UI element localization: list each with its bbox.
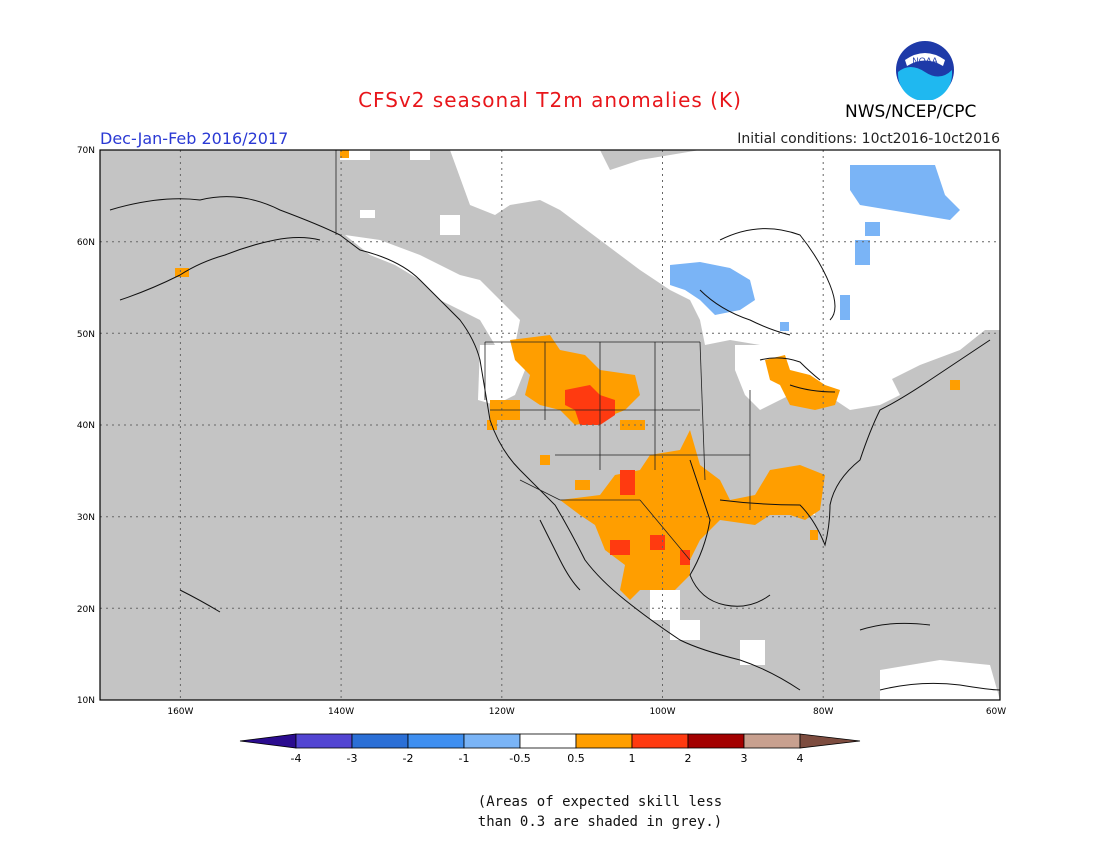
agency-label: NWS/NCEP/CPC: [845, 102, 977, 122]
great-lakes: [759, 357, 836, 393]
lat-label: 60N: [77, 238, 95, 248]
legend-label: 1: [629, 752, 636, 765]
legend-colorbar: [239, 733, 861, 749]
legend-swatch: [631, 733, 689, 749]
legend-label: -2: [403, 752, 414, 765]
graticule: [100, 150, 1000, 700]
legend-swatch: [463, 733, 521, 749]
lat-label: 70N: [77, 146, 95, 156]
legend-swatch: [519, 733, 577, 749]
lat-label: 40N: [77, 421, 95, 431]
lon-label: 100W: [649, 707, 675, 717]
lon-label: 160W: [167, 707, 193, 717]
legend-swatch-lt-4: [239, 733, 297, 749]
legend-label: 2: [685, 752, 692, 765]
coastlines: [109, 196, 1001, 691]
map-title: CFSv2 seasonal T2m anomalies (K): [358, 88, 742, 112]
lon-label: 120W: [489, 707, 515, 717]
legend-swatch: [407, 733, 465, 749]
legend-swatch: [743, 733, 801, 749]
lat-label: 20N: [77, 605, 95, 615]
legend-swatch: [295, 733, 353, 749]
lat-label: 10N: [77, 696, 95, 706]
forecast-period: Dec-Jan-Feb 2016/2017: [100, 129, 289, 148]
lat-label: 30N: [77, 513, 95, 523]
lon-label: 80W: [813, 707, 833, 717]
legend-swatch: [687, 733, 745, 749]
skill-note: (Areas of expected skill less than 0.3 a…: [440, 792, 760, 832]
logo-text: NOAA: [912, 56, 938, 66]
initial-conditions: Initial conditions: 10ct2016-10ct2016: [737, 131, 1000, 147]
legend-label: -0.5: [509, 752, 530, 765]
noaa-logo-icon: NOAA: [896, 41, 954, 100]
strong-warm-regions: [565, 385, 690, 565]
legend-labels: -4 -3 -2 -1 -0.5 0.5 1 2 3 4: [291, 752, 804, 765]
map-frame: [99, 149, 1001, 701]
political-borders: [335, 150, 751, 561]
legend-swatch: [575, 733, 633, 749]
lon-labels: 160W 140W 120W 100W 80W 60W: [167, 707, 1006, 717]
legend-label: 3: [741, 752, 748, 765]
skill-note-line-2: than 0.3 are shaded in grey.): [477, 814, 723, 830]
legend-label: 0.5: [567, 752, 585, 765]
lat-label: 50N: [77, 330, 95, 340]
cold-anomaly-regions: [670, 165, 960, 331]
legend-swatch: [351, 733, 409, 749]
legend-swatch-gt-4: [799, 733, 861, 749]
legend-label: 4: [797, 752, 804, 765]
lon-label: 60W: [986, 707, 1006, 717]
legend-label: -1: [459, 752, 470, 765]
lat-labels: 70N 60N 50N 40N 30N 20N 10N: [77, 146, 95, 706]
skill-note-line-1: (Areas of expected skill less: [477, 794, 723, 810]
lon-label: 140W: [328, 707, 354, 717]
legend-label: -4: [291, 752, 302, 765]
legend-label: -3: [347, 752, 358, 765]
